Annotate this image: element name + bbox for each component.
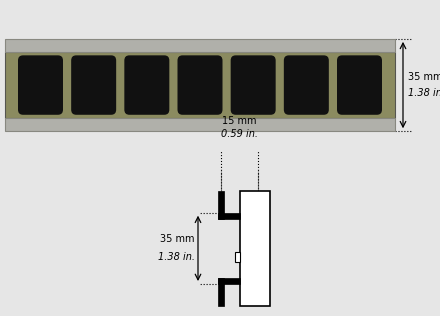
Bar <box>218 278 224 306</box>
Bar <box>240 191 270 306</box>
Bar <box>5 39 395 52</box>
FancyBboxPatch shape <box>71 55 116 115</box>
Text: 1.38 in.: 1.38 in. <box>158 252 195 262</box>
Text: 1.38 in.: 1.38 in. <box>408 88 440 98</box>
Text: 15 mm: 15 mm <box>222 116 257 126</box>
Bar <box>218 278 240 284</box>
FancyBboxPatch shape <box>18 55 63 115</box>
Text: 0.59 in.: 0.59 in. <box>221 129 258 139</box>
Bar <box>218 191 224 219</box>
FancyBboxPatch shape <box>177 55 223 115</box>
Text: 35 mm: 35 mm <box>161 234 195 244</box>
Text: 35 mm: 35 mm <box>408 72 440 82</box>
FancyBboxPatch shape <box>337 55 382 115</box>
FancyBboxPatch shape <box>125 55 169 115</box>
Bar <box>5 118 395 131</box>
FancyBboxPatch shape <box>231 55 276 115</box>
FancyBboxPatch shape <box>284 55 329 115</box>
Bar <box>5 52 395 118</box>
Bar <box>235 252 240 262</box>
Bar <box>218 213 240 219</box>
